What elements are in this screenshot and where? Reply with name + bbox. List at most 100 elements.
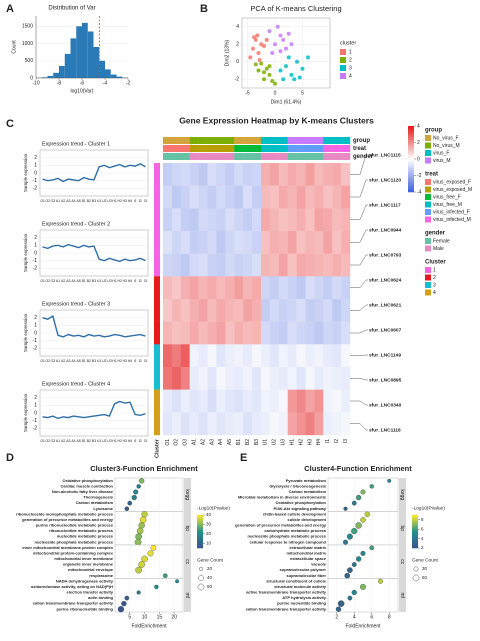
heatmap-cell <box>260 276 271 300</box>
x-tick-label: B2 <box>245 439 251 445</box>
facet-strip <box>184 545 191 579</box>
heatmap-cell <box>269 163 279 186</box>
term-label: cation transmembrane transporter activit… <box>33 601 114 606</box>
legend-swatch <box>425 209 431 215</box>
colorbar-segment <box>408 152 414 155</box>
colorbar-segment <box>412 524 418 527</box>
enrichment-dot <box>133 489 139 495</box>
legend-label: No_virus_F <box>433 135 459 141</box>
scatter-point <box>270 51 275 55</box>
colorbar-segment <box>412 534 418 537</box>
term-label: electron transfer activity <box>67 590 114 595</box>
enrichment-dot <box>342 539 349 545</box>
colorbar-segment <box>408 172 414 175</box>
annotation-cell <box>163 137 173 144</box>
legend-swatch <box>425 157 431 164</box>
scatter-point <box>278 49 283 54</box>
term-label: PI3K-Akt signaling pathway <box>274 506 327 511</box>
heatmap-cell <box>305 412 315 436</box>
y-axis-title: Sample expression <box>23 233 28 272</box>
heatmap-cell <box>163 299 173 322</box>
enrichment-dot <box>141 555 148 563</box>
histogram-bar <box>64 53 71 78</box>
x-tick-label: B1 <box>82 359 86 363</box>
scatter-point <box>284 46 288 51</box>
heatmap-cell <box>278 253 288 277</box>
heatmap-cell <box>225 208 235 232</box>
colorbar-segment <box>197 529 203 532</box>
heatmap-cell <box>341 185 351 209</box>
heatmap-cell <box>287 299 297 322</box>
x-tick-label: H2 <box>118 199 122 203</box>
x-tick-label: B2 <box>87 279 91 283</box>
heatmap-cell <box>341 344 351 368</box>
heatmap-cell <box>234 412 244 436</box>
heatmap-cell <box>216 367 226 390</box>
size-legend-dot <box>413 566 419 572</box>
facet-panel <box>327 544 399 579</box>
gene-label: sfur_LNC1149 <box>369 352 401 358</box>
heatmap-cell <box>287 344 297 368</box>
colorbar-segment <box>412 531 418 534</box>
colorbar-segment <box>197 518 203 521</box>
scatter-point <box>286 55 291 60</box>
x-tick-label: I2 <box>334 439 340 443</box>
scatter-point <box>297 75 302 80</box>
heatmap-cell <box>314 276 324 300</box>
x-tick-label: B3 <box>92 279 96 283</box>
heatmap-cell <box>341 321 351 345</box>
heatmap-cell <box>278 208 288 232</box>
colorbar-segment <box>408 185 414 188</box>
x-tick-label: H3 <box>123 279 127 283</box>
colorbar-segment <box>408 167 414 171</box>
x-tick-label: A1 <box>56 199 60 203</box>
colorbar-segment <box>408 139 414 142</box>
x-tick-label: I3 <box>343 439 349 443</box>
x-axis-title: FoldEnrichment <box>345 623 381 629</box>
heatmap-cell <box>332 185 342 209</box>
x-tick-label: A4 <box>71 279 75 283</box>
gene-label: sfur_LNC1120 <box>369 177 401 183</box>
scatter-point <box>257 58 262 62</box>
x-tick-label: A2 <box>200 439 206 445</box>
heatmap-cell <box>323 299 333 322</box>
colorbar-segment <box>408 161 414 164</box>
annotation-cell <box>189 153 199 160</box>
scatter-point <box>273 42 277 47</box>
colorbar-label: 8 <box>421 517 424 522</box>
panel-title: Expression trend - Cluster 2 <box>42 221 110 227</box>
term-label: generation of precursor metabolites and … <box>22 517 114 522</box>
scatter-point <box>278 68 283 73</box>
legend-label: virus_free_M <box>433 202 462 208</box>
x-tick-label: A4 <box>71 439 75 443</box>
chart-title: PCA of K-means Clustering <box>250 4 341 13</box>
gene-label: sfur_LNC0944 <box>369 227 402 233</box>
y-tick-label: 0 <box>34 250 37 256</box>
heatmap-cell <box>234 299 244 322</box>
term-label: structural constituent of cuticle <box>266 578 327 583</box>
x-tick-label: A1 <box>56 279 60 283</box>
heatmap-cell <box>314 253 324 277</box>
colorbar-segment <box>408 143 414 147</box>
colorbar-segment <box>408 148 414 151</box>
enrichment-dot <box>360 583 366 590</box>
x-tick-label: U2 <box>272 439 278 446</box>
heatmap-cell <box>207 344 217 368</box>
heatmap-cell <box>189 367 199 390</box>
colorbar-segment <box>412 539 418 542</box>
x-tick-label: I3 <box>144 279 147 283</box>
colorbar-segment <box>408 174 414 177</box>
heatmap-cell <box>180 344 190 368</box>
y-tick-label: 0 <box>34 170 37 176</box>
enrichment-dot <box>136 527 144 535</box>
heatmap-cell <box>180 253 190 277</box>
heatmap-cell <box>225 299 235 322</box>
heatmap-cell <box>323 367 333 390</box>
annotation-cell <box>198 145 208 152</box>
colorbar-segment <box>408 128 414 131</box>
enrichment-dot <box>344 572 351 579</box>
heatmap-cell <box>260 367 271 390</box>
scatter-point <box>252 35 257 40</box>
heatmap-cell <box>287 412 297 436</box>
y-tick-label: 500 <box>25 58 34 64</box>
